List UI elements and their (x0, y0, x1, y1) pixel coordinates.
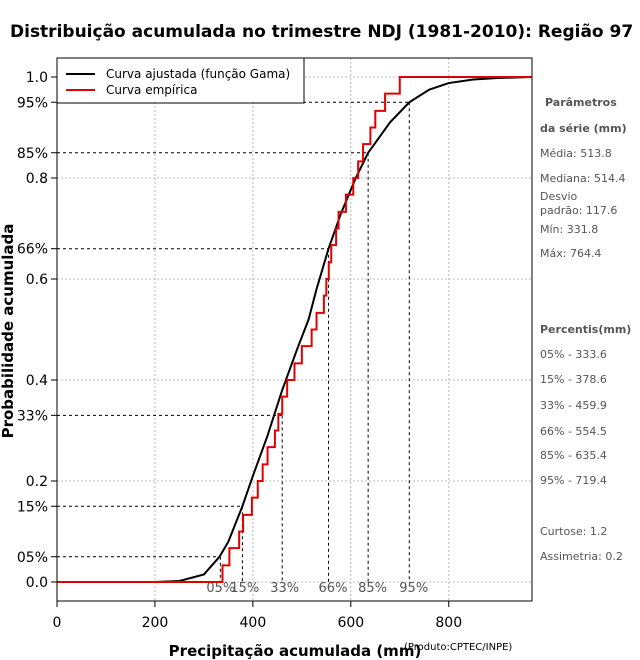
y-tick-label-66%: 66% (17, 242, 48, 258)
percentile-x-label-15%: 15% (230, 581, 259, 596)
percentile-x-label-95%: 95% (399, 581, 428, 596)
y-tick-label-1.0: 1.0 (26, 70, 48, 86)
series-fitted-line (57, 76, 533, 583)
series (57, 76, 533, 583)
plot-frame (56, 57, 533, 602)
percentile-x-label-05%: 05% (206, 581, 235, 596)
percentile-x-label-85%: 85% (358, 581, 387, 596)
x-tick-label-800: 800 (435, 615, 462, 631)
legend-fitted-label: Curva ajustada (função Gama) (106, 67, 290, 81)
percentil-05: 05% - 333.6 (540, 348, 607, 361)
legend-box (56, 57, 305, 104)
y-axis-title: Probabilidade acumulada (0, 224, 17, 439)
legend-empirical-label: Curva empírica (106, 83, 197, 97)
stat-desvio-1: Desvio (540, 190, 578, 203)
percentil-15: 15% - 378.6 (540, 373, 607, 386)
stat-desvio-2: padrão: 117.6 (540, 204, 617, 217)
y-tick-label-05%: 05% (17, 550, 48, 566)
y-tick-label-0.2: 0.2 (26, 474, 48, 490)
percentil-33: 33% - 459.9 (540, 399, 607, 412)
percentis-title: Percentis(mm) (540, 323, 631, 336)
stat-media: Média: 513.8 (540, 147, 612, 160)
stat-min: Mín: 331.8 (540, 223, 598, 236)
y-tick-label-0.0: 0.0 (26, 575, 48, 591)
y-tick-label-15%: 15% (17, 499, 48, 515)
percentile-x-label-33%: 33% (270, 581, 299, 596)
percentile-guides: 05%15% 33% 66% 85% 95% (57, 101, 428, 596)
y-tick-label-0.4: 0.4 (26, 373, 48, 389)
stat-max: Máx: 764.4 (540, 247, 601, 260)
x-tick-label-400: 400 (240, 615, 267, 631)
y-tick-label-85%: 85% (17, 146, 48, 162)
params-title-1: Parâmetros (545, 96, 617, 109)
y-tick-label-0.6: 0.6 (26, 272, 48, 288)
stat-assimetria: Assimetria: 0.2 (540, 550, 623, 563)
y-tick-label-95%: 95% (17, 95, 48, 111)
x-tick-label-200: 200 (142, 615, 169, 631)
legend: Curva ajustada (função Gama) Curva empír… (56, 57, 305, 104)
y-tick-label-33%: 33% (17, 408, 48, 424)
x-axis-title: Precipitação acumulada (mm) (169, 642, 422, 660)
stat-mediana: Mediana: 514.4 (540, 172, 625, 185)
percentile-x-label-66%: 66% (319, 581, 348, 596)
percentil-85: 85% - 635.4 (540, 449, 607, 462)
percentil-95: 95% - 719.4 (540, 474, 607, 487)
side-panel: Parâmetros da série (mm) Média: 513.8 Me… (540, 96, 631, 563)
series-empirical-step (57, 76, 532, 583)
x-tick-label-0: 0 (53, 615, 62, 631)
chart-title: Distribuição acumulada no trimestre NDJ … (10, 22, 633, 42)
y-tick-label-0.8: 0.8 (26, 171, 48, 187)
axes: 0 200 400 600 8000.005%15%0.233%0.40.666%0.8… (17, 70, 462, 631)
percentil-66: 66% - 554.5 (540, 425, 607, 438)
stat-curtose: Curtose: 1.2 (540, 525, 607, 538)
credit-label: (Produto:CPTEC/INPE) (404, 642, 512, 653)
grid (56, 58, 532, 601)
params-title-2: da série (mm) (540, 122, 627, 135)
x-tick-label-600: 600 (337, 615, 364, 631)
